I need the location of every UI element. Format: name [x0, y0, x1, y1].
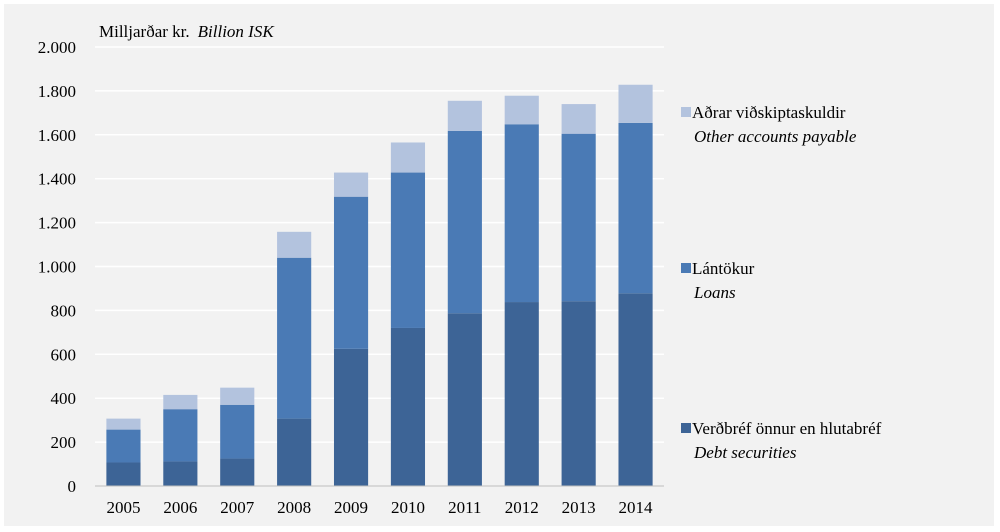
legend-swatch: [681, 107, 691, 117]
bar-segment-3: [504, 95, 539, 125]
legend-label: Aðrar viðskiptaskuldir: [692, 103, 846, 122]
y-tick-label: 400: [51, 389, 77, 408]
y-tick-label: 1.600: [38, 126, 76, 145]
x-tick-label: 2010: [391, 498, 425, 517]
bar-segment-1: [163, 461, 198, 486]
y-tick-label: 1.200: [38, 214, 76, 233]
bar-segment-1: [561, 301, 596, 486]
bar-segment-3: [220, 387, 255, 405]
unit-label: Milljarðar kr. Billion ISK: [99, 22, 275, 41]
y-tick-label: 1.800: [38, 82, 76, 101]
y-tick-label: 0: [68, 477, 77, 496]
bar-segment-1: [447, 313, 482, 486]
bars: [106, 84, 653, 486]
x-tick-label: 2013: [562, 498, 596, 517]
bar-segment-2: [163, 409, 198, 462]
bar-segment-1: [618, 293, 653, 486]
y-tick-label: 2.000: [38, 38, 76, 57]
y-tick-label: 1.400: [38, 170, 76, 189]
unit-label-en: Billion ISK: [198, 22, 276, 41]
legend-label-en: Loans: [693, 283, 736, 302]
bar-segment-2: [333, 196, 369, 349]
bar-segment-3: [447, 100, 482, 131]
bar-segment-3: [618, 84, 653, 123]
unit-label-is: Milljarðar kr.: [99, 22, 190, 41]
x-tick-label: 2007: [220, 498, 255, 517]
bar-segment-2: [390, 172, 426, 328]
x-tick-label: 2008: [277, 498, 311, 517]
bar-segment-3: [333, 172, 369, 197]
x-tick-label: 2012: [505, 498, 539, 517]
chart-frame: 0 200 400 600 800 1.000 1.200 1.400 1.600 1.800 2.…: [4, 4, 994, 526]
bar-segment-2: [106, 429, 141, 463]
legend-swatch: [681, 423, 691, 433]
bar-segment-3: [106, 418, 141, 430]
bar-segment-3: [163, 394, 198, 410]
x-tick-label: 2009: [334, 498, 368, 517]
stacked-bar-chart: 0 200 400 600 800 1.000 1.200 1.400 1.600 1.800 2.…: [38, 22, 882, 517]
bar-segment-1: [390, 327, 426, 486]
bar-segment-1: [106, 462, 141, 486]
legend-label-en: Other accounts payable: [694, 127, 857, 146]
legend-label: Verðbréf önnur en hlutabréf: [692, 419, 882, 438]
bar-segment-2: [504, 124, 539, 303]
bar-segment-2: [277, 257, 312, 419]
legend-label-en: Debt securities: [693, 443, 797, 462]
y-tick-label: 600: [51, 345, 77, 364]
bar-segment-1: [333, 348, 369, 486]
legend-label: Lántökur: [692, 259, 755, 278]
bar-segment-1: [504, 302, 539, 486]
bar-segment-1: [220, 458, 255, 486]
legend-swatch: [681, 263, 691, 273]
bar-segment-2: [561, 133, 596, 302]
x-tick-label: 2006: [163, 498, 197, 517]
bar-segment-2: [220, 404, 255, 459]
bar-segment-2: [618, 122, 653, 294]
y-tick-label: 1.000: [38, 258, 76, 277]
x-tick-label: 2011: [448, 498, 481, 517]
bar-segment-2: [447, 130, 482, 314]
y-tick-label: 200: [51, 433, 77, 452]
x-axis-ticks: 2005 2006 2007 2008 2009 2010 2011 2012 2013 2014: [106, 498, 653, 517]
bar-segment-3: [561, 104, 596, 134]
y-axis-ticks: 0 200 400 600 800 1.000 1.200 1.400 1.600 1.800 2.…: [38, 38, 76, 496]
bar-segment-1: [277, 418, 312, 486]
y-tick-label: 800: [51, 301, 77, 320]
x-tick-label: 2014: [619, 498, 654, 517]
x-tick-label: 2005: [106, 498, 140, 517]
bar-segment-3: [277, 231, 312, 258]
bar-segment-3: [390, 142, 426, 173]
legend: Aðrar viðskiptaskuldir Other accounts pay…: [681, 103, 882, 462]
